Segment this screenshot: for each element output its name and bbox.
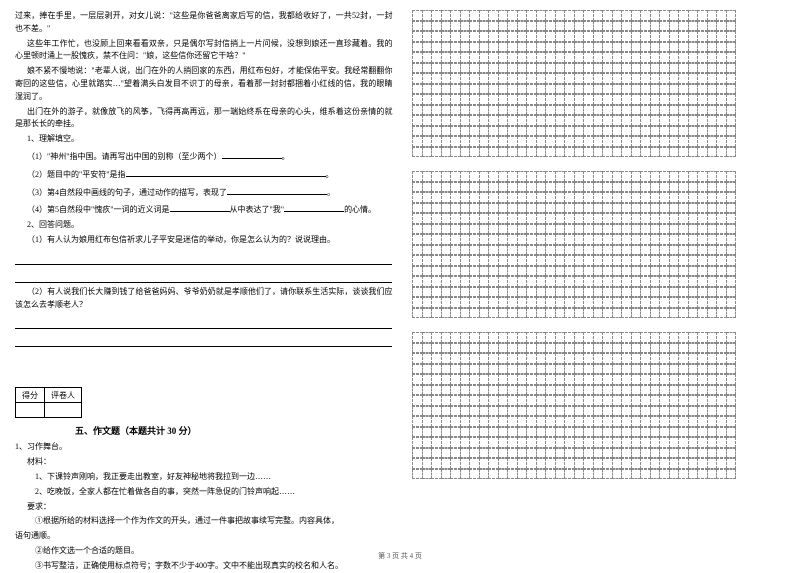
score-cell-1[interactable] <box>16 403 45 418</box>
q1-4c: 的心情。 <box>344 205 376 214</box>
writing-title: 1、习作舞台。 <box>15 441 392 454</box>
score-cell-2[interactable] <box>45 403 82 418</box>
page-footer: 第 3 页 共 4 页 <box>0 551 800 561</box>
q2-2: （2）有人说我们长大赚到钱了给爸爸妈妈、爷爷奶奶就是孝顺他们了，请你联系生活实际… <box>15 286 392 312</box>
material-label: 材料： <box>15 456 392 469</box>
left-column: 过来，捧在手里，一层层剥开，对女儿说："这些是你爸爸离家后写的信，我都给收好了，… <box>15 10 407 540</box>
answer-line-3[interactable] <box>15 314 392 329</box>
writing-grids[interactable] <box>412 10 785 479</box>
q1-title: 1、理解填空。 <box>15 133 392 146</box>
require-1: ①根据所给的材料选择一个作为作文的开头，通过一件事把故事续写完整。内容具体， <box>15 515 392 528</box>
blank-4b[interactable] <box>284 201 344 212</box>
q1-1-text: （1）"神州"指中国。请再写出中国的别称（至少两个） <box>27 152 222 161</box>
score-header-1: 得分 <box>16 388 45 403</box>
q1-1: （1）"神州"指中国。请再写出中国的别称（至少两个）。 <box>15 148 392 164</box>
blank-2[interactable] <box>126 166 326 177</box>
answer-line-2[interactable] <box>15 268 392 283</box>
paragraph-1: 过来，捧在手里，一层层剥开，对女儿说："这些是你爸爸离家后写的信，我都给收好了，… <box>15 10 392 36</box>
section-5-title: 五、作文题（本题共计 30 分） <box>75 424 392 437</box>
paragraph-2: 这些年工作忙，也没顾上回来看看双亲，只是偶尔写封信捎上一片问候，没想到娘还一直珍… <box>15 38 392 64</box>
q2-title: 2、回答问题。 <box>15 219 392 232</box>
blank-1[interactable] <box>222 148 282 159</box>
answer-line-1[interactable] <box>15 250 392 265</box>
grid-block[interactable] <box>412 10 785 157</box>
blank-4a[interactable] <box>170 201 230 212</box>
q1-4: （4）第5自然段中"愧疚"一词的近义词是 从中表达了"我" 的心情。 <box>15 201 392 217</box>
q1-3-text: （3）第4自然段中画线的句子，通过动作的描写，表现了 <box>27 188 227 197</box>
paragraph-4: 出门在外的游子，就像放飞的风筝，飞得再高再远，那一端始终系在母亲的心头，维系着这… <box>15 106 392 132</box>
q1-2: （2）题目中的"平安符"是指。 <box>15 166 392 182</box>
answer-line-4[interactable] <box>15 332 392 347</box>
material-2: 2、吃晚饭，全家人都在忙着做各自的事，突然一阵急促的门铃声响起…… <box>15 486 392 499</box>
grid-block[interactable] <box>412 332 785 479</box>
require-1b: 语句通顺。 <box>15 530 392 543</box>
q1-2-text: （2）题目中的"平安符"是指 <box>27 170 126 179</box>
right-column <box>407 10 785 540</box>
require-label: 要求： <box>15 501 392 514</box>
score-table: 得分 评卷人 <box>15 387 82 418</box>
q2-1: （1）有人认为娘用红布包信祈求儿子平安是迷信的举动，你是怎么认为的？说说理由。 <box>15 234 392 247</box>
score-header-2: 评卷人 <box>45 388 82 403</box>
material-1: 1、下课铃声刚响，我正要走出教室，好友神秘地将我拉到一边…… <box>15 471 392 484</box>
paragraph-3: 娘不紧不慢地说："老辈人说，出门在外的人捎回家的东西，用红布包好，才能保佑平安。… <box>15 65 392 103</box>
q1-4b: 从中表达了"我" <box>230 205 285 214</box>
grid-block[interactable] <box>412 171 785 318</box>
q1-3: （3）第4自然段中画线的句子，通过动作的描写，表现了。 <box>15 184 392 200</box>
q1-4a: （4）第5自然段中"愧疚"一词的近义词是 <box>27 205 170 214</box>
blank-3[interactable] <box>227 184 327 195</box>
require-3: ③书写整洁，正确使用标点符号；字数不少于400字。文中不能出现真实的校名和人名。 <box>15 560 392 573</box>
